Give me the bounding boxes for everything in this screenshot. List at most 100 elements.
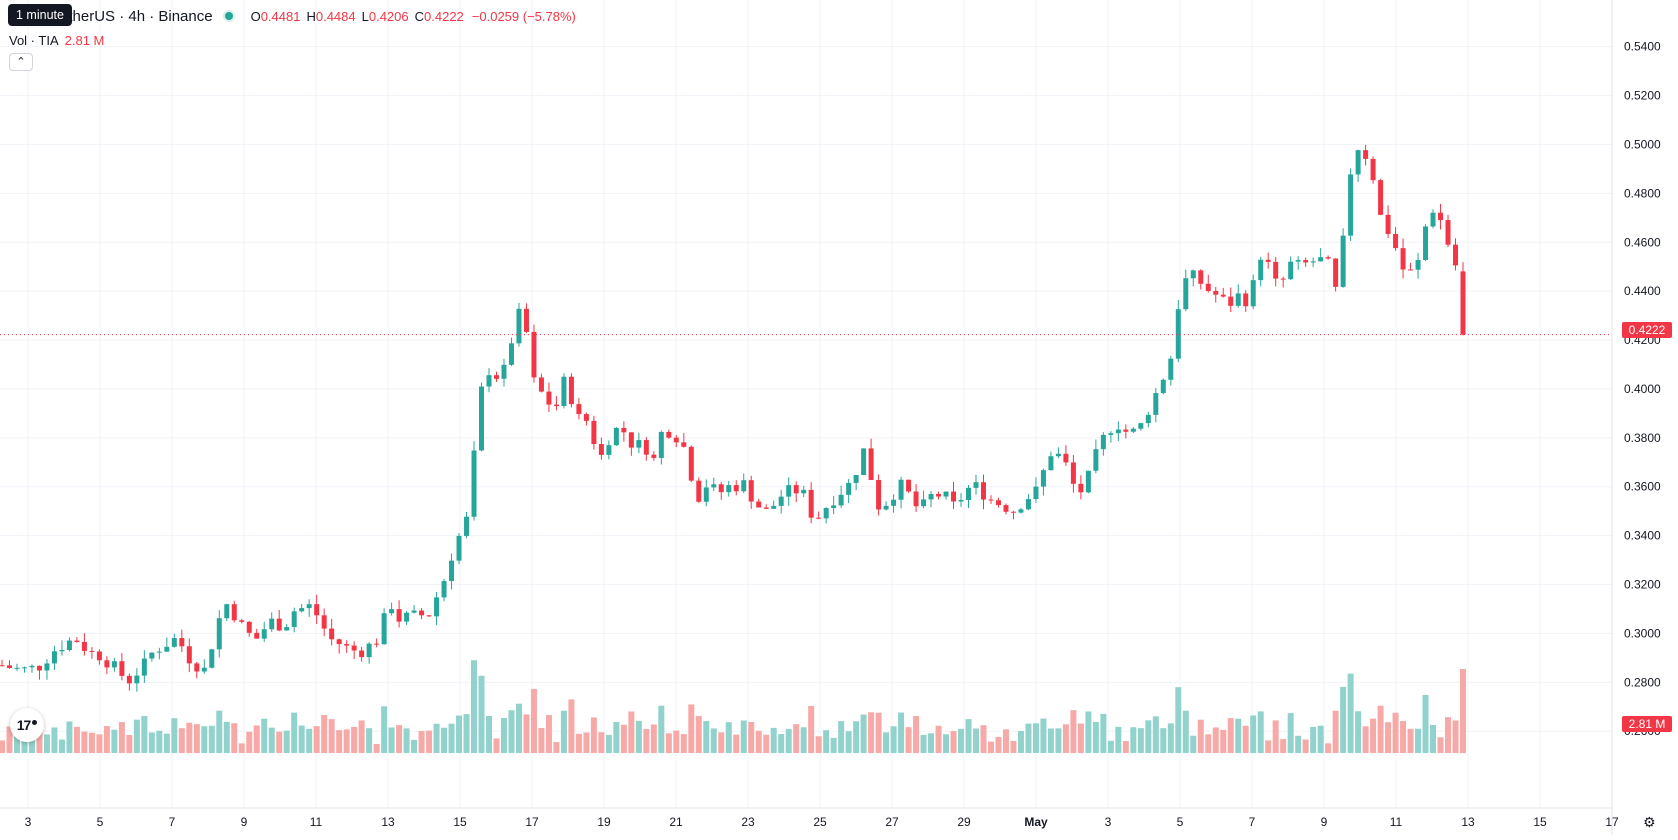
volume-bar bbox=[1460, 668, 1466, 753]
time-tick-label: 21 bbox=[669, 815, 683, 829]
chart-grid bbox=[0, 0, 1613, 808]
time-tick-label: 9 bbox=[241, 815, 248, 829]
candle-body bbox=[194, 663, 200, 672]
candle-body bbox=[276, 618, 282, 631]
close-label: C bbox=[414, 8, 425, 24]
candle-body bbox=[1445, 220, 1451, 245]
candle-body bbox=[1213, 290, 1219, 295]
candle-body bbox=[995, 500, 1001, 506]
candle-body bbox=[291, 611, 297, 628]
candle-body bbox=[1130, 428, 1136, 432]
volume-legend[interactable]: Vol · TIA 2.81 M bbox=[9, 33, 104, 48]
candle-body bbox=[1198, 270, 1204, 284]
candle-body bbox=[1280, 278, 1286, 280]
volume-bar bbox=[965, 719, 972, 753]
candle-body bbox=[823, 508, 829, 519]
candle-body bbox=[1378, 180, 1384, 215]
volume-bar bbox=[1070, 710, 1077, 753]
volume-bar bbox=[193, 724, 200, 753]
candle-body bbox=[591, 420, 597, 445]
market-status-icon[interactable] bbox=[222, 10, 235, 22]
volume-bar bbox=[808, 705, 815, 753]
time-tick-label: 13 bbox=[1461, 815, 1475, 829]
volume-bar bbox=[1167, 723, 1174, 753]
candle-body bbox=[119, 661, 125, 676]
symbol-title[interactable]: etherUS · 4h · Binance bbox=[60, 7, 213, 25]
volume-bar bbox=[1362, 726, 1369, 753]
volume-bar bbox=[1332, 710, 1339, 753]
volume-bar bbox=[1325, 743, 1332, 753]
candle-body bbox=[441, 581, 447, 598]
candle-body bbox=[381, 613, 387, 645]
candle-body bbox=[1078, 483, 1084, 493]
volume-bar bbox=[1430, 724, 1437, 753]
candle-body bbox=[621, 427, 627, 433]
candle-body bbox=[808, 489, 814, 518]
candle-body bbox=[1430, 212, 1436, 227]
volume-bar bbox=[1092, 721, 1099, 753]
candle-body bbox=[419, 610, 425, 616]
volume-bar bbox=[343, 729, 350, 753]
candle-body bbox=[1363, 150, 1369, 159]
candle-body bbox=[748, 480, 754, 502]
candle-body bbox=[1438, 212, 1444, 221]
candle-body bbox=[958, 500, 964, 502]
settings-gear-icon[interactable]: ⚙ bbox=[1643, 814, 1656, 830]
volume-bar bbox=[643, 728, 650, 753]
candle-body bbox=[449, 560, 455, 582]
candle-body bbox=[261, 629, 267, 639]
volume-bar bbox=[1400, 721, 1407, 753]
volume-bar bbox=[73, 726, 80, 753]
candle-body bbox=[329, 628, 335, 640]
price-tick-label: 0.3400 bbox=[1624, 529, 1661, 543]
candle-body bbox=[606, 445, 612, 455]
candle-body bbox=[1175, 309, 1181, 359]
volume-bar bbox=[1010, 740, 1017, 753]
volume-bar bbox=[373, 743, 380, 753]
collapse-legend-button[interactable]: ⌃ bbox=[9, 53, 33, 71]
candle-body bbox=[1040, 470, 1046, 487]
volume-bar bbox=[133, 719, 140, 753]
volume-bar bbox=[418, 730, 425, 753]
volume-bar bbox=[366, 728, 373, 753]
candle-body bbox=[284, 627, 290, 631]
candle-body bbox=[216, 618, 222, 650]
candle-body bbox=[336, 639, 342, 645]
candle-body bbox=[718, 484, 724, 493]
candle-body bbox=[1168, 358, 1174, 380]
candle-body bbox=[59, 649, 65, 652]
volume-bar bbox=[823, 730, 830, 753]
high-label: H bbox=[306, 8, 316, 24]
time-tick-label: 15 bbox=[453, 815, 467, 829]
candle-body bbox=[928, 493, 934, 500]
candle-body bbox=[314, 604, 320, 616]
candle-body bbox=[921, 499, 927, 507]
volume-bar bbox=[426, 730, 433, 753]
volume-bar bbox=[830, 737, 837, 753]
volume-bar bbox=[1392, 712, 1399, 753]
candle-body bbox=[456, 535, 462, 561]
volume-bar bbox=[725, 722, 732, 753]
tradingview-logo[interactable]: 17 bbox=[10, 708, 44, 742]
volume-bar bbox=[560, 710, 567, 753]
volume-bar bbox=[216, 710, 223, 753]
volume-bar bbox=[973, 728, 979, 753]
volume-bar bbox=[883, 732, 890, 753]
candle-body bbox=[1385, 214, 1391, 234]
candle-body bbox=[973, 482, 979, 488]
candle-body bbox=[246, 621, 252, 633]
candle-body bbox=[943, 491, 949, 497]
volume-bar bbox=[1025, 723, 1032, 753]
interval-tooltip: 1 minute bbox=[8, 4, 72, 26]
candle-body bbox=[224, 604, 230, 619]
volume-bar bbox=[396, 725, 403, 753]
open-value: 0.4481 bbox=[260, 8, 301, 24]
candle-body bbox=[134, 675, 140, 684]
candle-body bbox=[1048, 456, 1054, 471]
candle-body bbox=[831, 505, 837, 509]
candle-body bbox=[1370, 158, 1376, 181]
time-tick-label: 3 bbox=[1105, 815, 1112, 829]
candle-body bbox=[1018, 509, 1024, 513]
volume-bar bbox=[650, 724, 657, 753]
